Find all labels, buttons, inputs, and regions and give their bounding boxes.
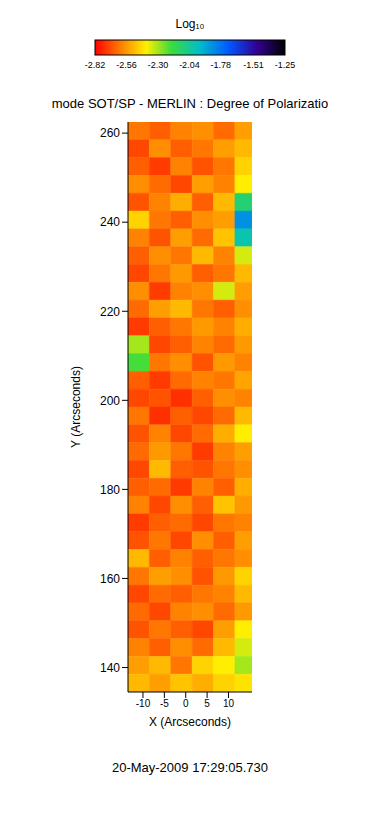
- svg-text:260: 260: [100, 126, 120, 140]
- svg-text:-1.51: -1.51: [243, 60, 264, 70]
- svg-text:-2.82: -2.82: [85, 60, 106, 70]
- svg-text:140: 140: [100, 661, 120, 675]
- svg-text:-1.78: -1.78: [211, 60, 232, 70]
- svg-text:240: 240: [100, 215, 120, 229]
- svg-text:160: 160: [100, 572, 120, 586]
- svg-text:-10: -10: [136, 698, 151, 709]
- svg-text:180: 180: [100, 483, 120, 497]
- html-text:20-May-2009 17:29:05.730: 20-May-2009 17:29:05.730: [111, 760, 269, 775]
- svg-text:mode SOT/SP - MERLIN : Degree: mode SOT/SP - MERLIN : Degree of Polariz…: [52, 96, 328, 111]
- svg-text:0: 0: [183, 698, 189, 709]
- svg-text:-2.04: -2.04: [179, 60, 200, 70]
- svg-text:-2.30: -2.30: [148, 60, 169, 70]
- svg-text:-5: -5: [160, 698, 169, 709]
- svg-text:-1.25: -1.25: [275, 60, 296, 70]
- svg-text:Y (Arcseconds): Y (Arcseconds): [69, 366, 83, 448]
- svg-text:X (Arcseconds): X (Arcseconds): [149, 715, 231, 729]
- svg-text:220: 220: [100, 305, 120, 319]
- svg-text:5: 5: [204, 698, 210, 709]
- svg-text:200: 200: [100, 394, 120, 408]
- svg-text:Log₁₀: Log₁₀: [175, 17, 204, 31]
- svg-text:10: 10: [223, 698, 235, 709]
- svg-text:-2.56: -2.56: [116, 60, 137, 70]
